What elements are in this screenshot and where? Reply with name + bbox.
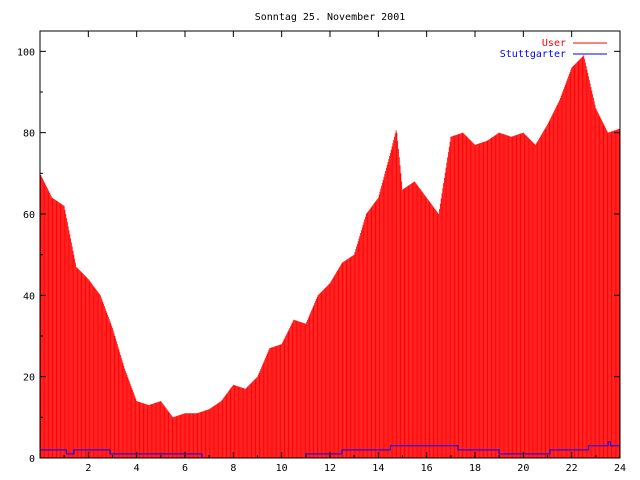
stuttgarter-line — [40, 441, 620, 459]
y-tick-label: 0 — [29, 454, 35, 465]
legend-label: User — [542, 38, 566, 49]
x-tick-label: 10 — [276, 463, 288, 474]
x-tick-label: 4 — [134, 463, 140, 474]
user-bars — [39, 55, 621, 458]
x-tick-label: 20 — [517, 463, 529, 474]
x-tick-label: 18 — [469, 463, 481, 474]
x-tick-label: 12 — [324, 463, 336, 474]
x-tick-label: 16 — [421, 463, 433, 474]
stuttgarter-line-group — [40, 441, 620, 459]
y-tick-label: 60 — [23, 210, 35, 221]
y-tick-label: 40 — [23, 291, 35, 302]
legend-label: Stuttgarter — [500, 49, 566, 60]
chart-title: Sonntag 25. November 2001 — [255, 12, 406, 23]
x-tick-label: 14 — [372, 463, 384, 474]
y-tick-label: 80 — [23, 129, 35, 140]
x-tick-label: 6 — [182, 463, 188, 474]
x-tick-label: 22 — [566, 463, 578, 474]
x-tick-label: 8 — [230, 463, 236, 474]
y-tick-label: 20 — [23, 373, 35, 384]
x-tick-label: 2 — [85, 463, 91, 474]
y-tick-label: 100 — [17, 47, 35, 58]
x-tick-label: 24 — [614, 463, 626, 474]
